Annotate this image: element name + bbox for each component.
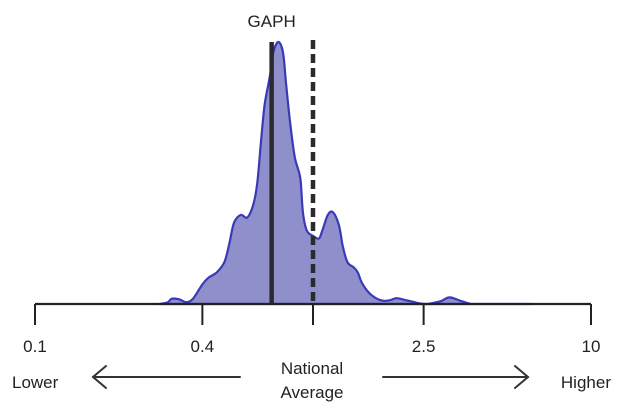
x-tick-label-1: 0.4 bbox=[191, 337, 215, 356]
national-label: National bbox=[281, 359, 343, 378]
x-tick-label-3: 2.5 bbox=[412, 337, 436, 356]
density-area bbox=[159, 40, 530, 306]
x-tick-label-4: 10 bbox=[582, 337, 601, 356]
gaph-label: GAPH bbox=[248, 12, 296, 31]
x-tick-label-0: 0.1 bbox=[23, 337, 47, 356]
x-ticks: 0.1 0.4 2.5 10 bbox=[23, 304, 600, 356]
average-label: Average bbox=[280, 383, 343, 402]
higher-label: Higher bbox=[561, 373, 611, 392]
left-arrow bbox=[91, 365, 241, 389]
lower-label: Lower bbox=[12, 373, 59, 392]
right-arrow bbox=[382, 365, 530, 389]
